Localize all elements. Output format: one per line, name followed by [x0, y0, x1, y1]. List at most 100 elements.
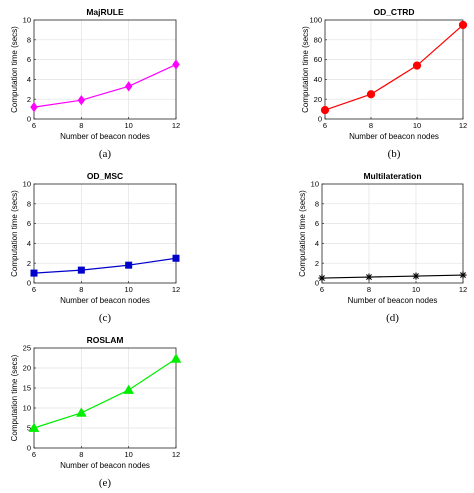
y-tick-label: 20: [23, 364, 31, 373]
subfigure-caption: (d): [386, 312, 399, 324]
data-point: [412, 61, 422, 70]
y-tick-label: 2: [315, 259, 319, 268]
data-point: [412, 272, 420, 280]
x-axis-label: Number of beacon nodes: [349, 132, 439, 141]
y-tick-label: 5: [27, 424, 31, 433]
x-tick-label: 8: [367, 285, 371, 294]
chart-2: 6 8 10 12 0 20 40 60 80 100 OD_CTRD Number of beaco…: [301, 7, 467, 160]
data-point: [170, 353, 182, 363]
data-point: [172, 59, 180, 70]
series-line: [324, 24, 464, 111]
y-tick-label: 0: [27, 444, 31, 453]
x-axis-label: Number of beacon nodes: [348, 296, 438, 305]
x-tick-label: 10: [413, 121, 421, 130]
y-tick-label: 4: [27, 239, 31, 248]
plot-frame: [321, 183, 464, 284]
x-axis-label: Number of beacon nodes: [60, 461, 150, 470]
series-line: [321, 274, 464, 279]
y-tick-label: 100: [309, 16, 322, 25]
subfigure-caption: (c): [99, 312, 112, 324]
y-tick-label: 15: [23, 384, 31, 393]
data-point: [459, 271, 467, 279]
y-tick-label: 6: [27, 219, 31, 228]
x-tick-label: 12: [172, 121, 180, 130]
x-tick-label: 10: [124, 285, 132, 294]
x-tick-label: 10: [124, 121, 132, 130]
y-tick-label: 25: [23, 344, 31, 353]
y-tick-label: 60: [314, 55, 322, 64]
y-tick-label: 0: [27, 115, 31, 124]
plot-frame: [33, 347, 177, 449]
chart-4: 6 8 10 12 0 2 4 6 8 10 Multilateration Number of be…: [298, 171, 467, 324]
chart-3: 6 8 10 12 0 2 4 6 8 10 OD_MSC Number of beacon node…: [10, 171, 180, 324]
y-axis-label: Computation time (secs): [10, 26, 19, 113]
data-point: [124, 81, 133, 92]
chart-title: MajRULE: [86, 7, 124, 17]
y-tick-label: 10: [23, 404, 31, 413]
y-tick-label: 8: [27, 199, 31, 208]
y-tick-label: 0: [318, 115, 322, 124]
x-tick-label: 6: [32, 285, 36, 294]
x-tick-label: 6: [323, 121, 327, 130]
y-tick-label: 80: [314, 35, 322, 44]
chart-title: ROSLAM: [87, 335, 124, 345]
y-axis-label: Computation time (secs): [301, 26, 310, 113]
x-tick-label: 12: [459, 285, 467, 294]
x-tick-label: 8: [369, 121, 373, 130]
chart-title: OD_CTRD: [373, 7, 414, 17]
data-point: [77, 95, 86, 106]
data-point: [458, 20, 468, 30]
series-line: [33, 64, 177, 108]
subfigure-caption: (a): [99, 148, 112, 160]
y-tick-label: 6: [315, 219, 319, 228]
y-axis-label: Computation time (secs): [298, 190, 307, 277]
x-tick-label: 10: [124, 450, 132, 459]
y-axis-label: Computation time (secs): [10, 190, 19, 277]
y-tick-label: 8: [315, 199, 319, 208]
data-point: [30, 102, 38, 113]
x-axis-label: Number of beacon nodes: [60, 296, 150, 305]
chart-5: 6 8 10 12 0 5 10 15 20 25 ROSLAM Number of beacon n…: [10, 335, 182, 489]
chart-title: Multilateration: [363, 171, 421, 181]
y-tick-label: 10: [23, 16, 31, 25]
plot-frame: [324, 19, 464, 120]
y-tick-label: 20: [314, 95, 322, 104]
data-point: [366, 90, 376, 99]
x-tick-label: 6: [32, 450, 36, 459]
x-tick-label: 12: [459, 121, 467, 130]
data-point: [30, 269, 38, 277]
series-line: [33, 257, 177, 274]
y-tick-label: 10: [23, 180, 31, 189]
series-line: [33, 358, 177, 429]
data-point: [365, 273, 373, 281]
x-tick-label: 10: [412, 285, 420, 294]
data-point: [172, 254, 180, 262]
data-point: [318, 274, 326, 282]
data-point: [320, 105, 330, 115]
subfigure-caption: (e): [99, 477, 112, 489]
data-point: [76, 407, 87, 417]
y-tick-label: 0: [27, 279, 31, 288]
y-tick-label: 40: [314, 75, 322, 84]
chart-title: OD_MSC: [87, 171, 123, 181]
data-point: [125, 261, 133, 269]
x-tick-label: 8: [79, 285, 83, 294]
y-tick-label: 10: [311, 180, 319, 189]
y-tick-label: 4: [27, 75, 31, 84]
x-axis-label: Number of beacon nodes: [60, 132, 150, 141]
x-tick-label: 8: [79, 121, 83, 130]
data-point: [123, 384, 134, 394]
y-tick-label: 8: [27, 35, 31, 44]
x-tick-label: 6: [320, 285, 324, 294]
data-point: [77, 266, 85, 274]
plot-frame: [33, 183, 177, 284]
chart-1: 6 8 10 12 0 2 4 6 8 10 MajRULE Number of beacon nod…: [10, 7, 180, 160]
x-tick-label: 6: [32, 121, 36, 130]
x-tick-label: 8: [79, 450, 83, 459]
y-axis-label: Computation time (secs): [10, 354, 19, 441]
subfigure-caption: (b): [388, 148, 401, 160]
y-tick-label: 0: [315, 279, 319, 288]
x-tick-label: 12: [172, 285, 180, 294]
y-tick-label: 6: [27, 55, 31, 64]
